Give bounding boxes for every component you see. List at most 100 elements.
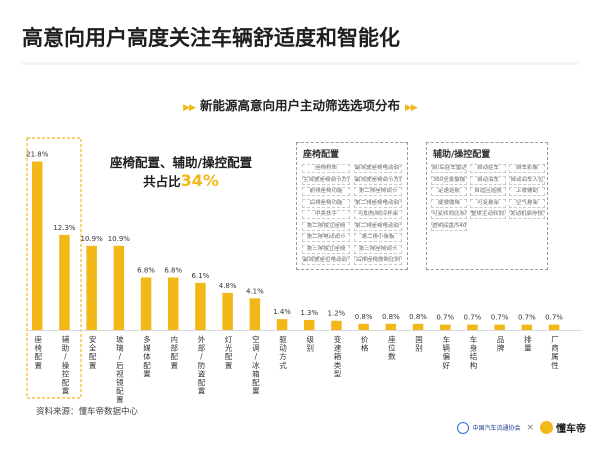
legend-chip: 可加热/制冷杯架 [354,210,402,219]
brand-name: 懂车帝 [556,424,586,435]
category-label: 玻璃/后视镜配置 [116,334,124,404]
category-label: 厂商属性 [551,335,559,370]
bar [548,324,560,330]
bar-value-label: 1.3% [300,309,318,317]
category-label: 多媒体配置 [143,334,151,378]
bar [140,277,152,330]
legend-assist-config: 辅助/操控配置 前/后驻车雷达 自动驻车 倒车影像 360全景摄像 自动泊车 自动泊车入位… [426,142,548,270]
footer-logos: 中国汽车流通协会 × 懂车帝 [457,420,586,435]
category-label: 座位数 [388,334,396,361]
bar-value-label: 0.8% [382,313,400,321]
category-label: 空调/冰箱配置 [252,334,260,396]
legend-chip: 前/后驻车雷达 [431,164,467,173]
bar-value-label: 12.3% [53,224,76,232]
bar [249,298,261,330]
legend-chip: 后排座椅放倒比例 [354,256,402,265]
legend-chip: 空气悬架 [509,198,545,208]
legend-chip: 第二排座椅电动调节方式 [354,221,402,231]
legend-chip: 中央扶手 [302,210,350,219]
legend-chip: 第三排独立座椅 [302,244,350,254]
chart-subtitle-text: 新能源高意向用户主动筛选选项分布 [199,98,400,113]
legend-chip: 副驾驶座椅电动调节 [354,164,402,173]
separator: × [526,422,534,433]
legend-chip: 副驾驶座椅调节方式 [354,175,402,185]
bar [113,245,125,330]
bar [168,277,179,330]
legend-assist-title: 辅助/操控配置 [433,150,491,160]
legend-chip: 第二排小桌板 [354,233,402,242]
page-title: 高意向用户高度关注车辆舒适度和智能化 [22,26,400,50]
chart-subtitle: ▶▶ 新能源高意向用户主动筛选选项分布 ▶▶ [0,95,600,114]
bar-value-label: 1.2% [328,310,346,318]
arrows-icon: ▶▶ [405,103,418,113]
bar [385,323,397,330]
bar-value-label: 0.7% [436,314,454,322]
category-label: 驱动方式 [279,335,287,370]
legend-chip: 后排座椅功能 [302,198,350,208]
callout-line2: 共占比34% [110,172,252,191]
bar [276,319,288,330]
brand-icon [540,421,553,434]
category-label: 外部/防盗配置 [198,334,206,396]
legend-chip: 副驾驶座位电动调节 [302,256,350,265]
legend-chip: 座椅材质 [302,164,350,173]
arrows-icon: ▶▶ [183,103,196,113]
legend-chip: 可变悬架 [470,198,506,208]
callout-prefix: 共占比 [143,174,181,189]
bar [412,323,424,330]
category-label: 国别 [415,335,423,353]
bar-value-label: 1.4% [273,308,291,316]
bar [494,324,505,330]
legend-chip: 透明底盘/540 [431,221,467,231]
legend-chip: 自动泊车入位 [509,175,545,185]
bar-value-label: 6.8% [137,266,155,274]
category-label: 价格 [361,335,369,353]
bar-value-label: 0.7% [545,314,563,322]
legend-chip: 整体主动转向系统 [470,210,506,219]
category-label: 安全配置 [89,334,97,370]
bar [331,320,342,330]
category-label: 灯光配置 [225,334,233,370]
bar [358,323,369,330]
legend-chip: 自动驻车 [470,164,506,173]
category-label: 辅助/操控配置 [62,334,70,396]
bar-value-label: 6.1% [192,272,210,280]
bar-value-label: 6.8% [164,266,182,274]
legend-chip: 自适应巡航 [470,187,506,196]
callout: 座椅配置、辅助/操控配置 共占比34% [110,154,252,191]
callout-line1: 座椅配置、辅助/操控配置 [110,155,253,170]
category-label: 排量 [524,334,532,353]
legend-chip: 第二排座椅电动调节 [354,198,402,208]
category-label: 车身结构 [470,334,478,370]
bar [32,161,43,330]
association-name: 中国汽车流通协会 [472,425,521,432]
legend-chip: 第二排座椅调节 [354,187,402,196]
bar [222,292,233,330]
legend-chip: 前排座椅功能 [302,187,350,196]
bar [440,324,451,330]
legend-chip: 第三排座椅调节 [354,244,402,254]
source-note: 资料来源：懂车帝数据中心 [36,407,139,417]
legend-chip: 主驾驶座椅调节方式 [302,175,350,185]
title-divider [22,62,578,65]
category-label: 变速箱类型 [334,334,342,378]
bar-value-label: 0.7% [491,314,509,322]
bar [195,282,206,330]
bar-value-label: 10.9% [108,235,131,243]
legend-chip: 第二排电动调节 [302,233,350,242]
legend-chip: 倒车影像 [509,164,545,173]
bar-value-label: 0.7% [464,314,482,322]
bar [304,319,315,330]
legend-seat-config: 座椅配置 座椅材质 副驾驶座椅电动调节 主驾驶座椅调节方式 副驾驶座椅调节方式 前排座椅… [296,142,408,270]
legend-chip: 定速巡航 [431,187,467,196]
bar-value-label: 21.8% [26,151,49,159]
bar-value-label: 10.9% [81,235,104,243]
association-icon [457,421,470,434]
association-logo: 中国汽车流通协会 [457,421,521,434]
category-label: 座椅配置 [35,334,43,370]
legend-chip: 可变转向比系统 [431,210,467,219]
category-label: 车辆偏好 [443,334,451,370]
legend-chip: 自动泊车 [470,175,506,185]
bar [86,245,97,330]
